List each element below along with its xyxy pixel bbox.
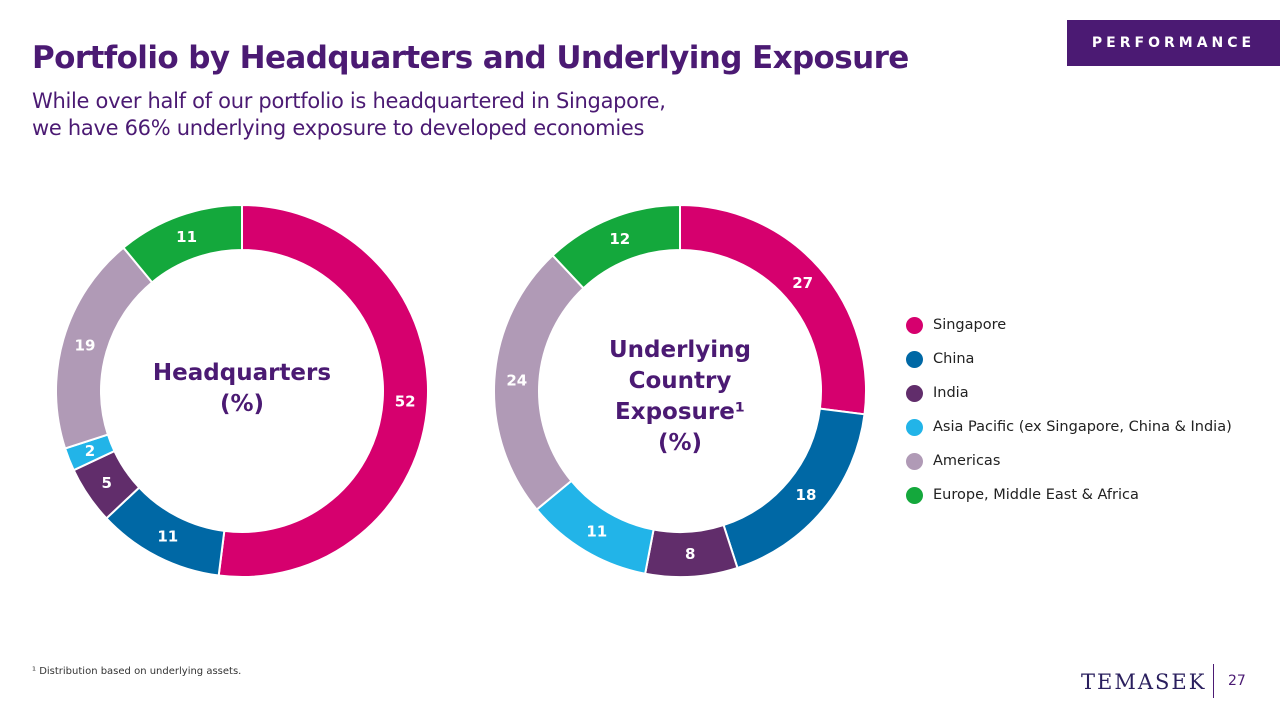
legend-label: Singapore [933, 317, 1007, 333]
page-number: 27 [1228, 673, 1246, 689]
legend-swatch [906, 486, 923, 504]
temasek-logo: TEMASEK [1081, 670, 1207, 694]
headquarters-donut-chart: 52 11 52 19 11 Headquarters (%) [55, 203, 430, 578]
slice-value-label-china: 11 [157, 528, 178, 546]
section-badge: PERFORMANCE [1067, 20, 1280, 66]
slice-value-label-india: 8 [685, 545, 695, 563]
center-label-line: Underlying [609, 337, 751, 363]
legend-item-singapore: Singapore [906, 308, 1232, 342]
slice-value-label-americas: 24 [506, 372, 527, 390]
underlying-exposure-donut-chart: 27 18 8 11 24 12 Underlying Country Exposure¹ (%) [493, 203, 867, 578]
legend-label: Europe, Middle East & Africa [933, 487, 1139, 503]
legend-swatch [906, 452, 923, 470]
donut-slice-china [722, 407, 866, 570]
donut-slice-emea [551, 203, 681, 290]
legend-swatch [906, 350, 923, 368]
legend-swatch [906, 316, 923, 334]
legend-label: Asia Pacific (ex Singapore, China & Indi… [933, 419, 1232, 435]
legend-swatch [906, 418, 923, 436]
donut-slice-singapore [217, 203, 430, 578]
legend-label: China [933, 351, 975, 367]
slice-value-label-india: 5 [102, 474, 112, 492]
center-label-line: Country [629, 368, 732, 394]
legend-item-emea: Europe, Middle East & Africa [906, 478, 1232, 512]
legend-label: Americas [933, 453, 1001, 469]
chart-legend: Singapore China India Asia Pacific (ex Sing… [906, 308, 1232, 512]
legend-item-asia-pacific: Asia Pacific (ex Singapore, China & Indi… [906, 410, 1232, 444]
legend-item-india: India [906, 376, 1232, 410]
subtitle-line-2: we have 66% underlying exposure to devel… [32, 116, 645, 140]
slice-value-label-singapore: 52 [395, 392, 416, 410]
center-label-line: (%) [658, 430, 702, 456]
legend-swatch [906, 384, 923, 402]
donut-slice-emea [122, 203, 243, 284]
legend-item-china: China [906, 342, 1232, 376]
slice-value-label-americas: 19 [75, 336, 96, 354]
center-label-line: (%) [220, 391, 264, 417]
slice-value-label-asia-pacific: 11 [586, 523, 607, 541]
center-label-line: Exposure¹ [615, 399, 745, 425]
slice-value-label-emea: 11 [176, 228, 197, 246]
legend-item-americas: Americas [906, 444, 1232, 478]
donut-slice-americas [55, 246, 154, 450]
page-title: Portfolio by Headquarters and Underlying… [32, 40, 909, 76]
slice-value-label-china: 18 [796, 486, 817, 504]
center-label-line: Headquarters [153, 360, 331, 386]
footnote: ¹ Distribution based on underlying asset… [32, 666, 242, 677]
slice-value-label-asia-pacific: 2 [85, 442, 95, 460]
slice-value-label-singapore: 27 [792, 274, 813, 292]
slice-value-label-emea: 12 [609, 230, 630, 248]
logo-divider [1213, 664, 1214, 698]
legend-label: India [933, 385, 969, 401]
subtitle-line-1: While over half of our portfolio is head… [32, 89, 666, 113]
page-subtitle: While over half of our portfolio is head… [32, 88, 666, 142]
